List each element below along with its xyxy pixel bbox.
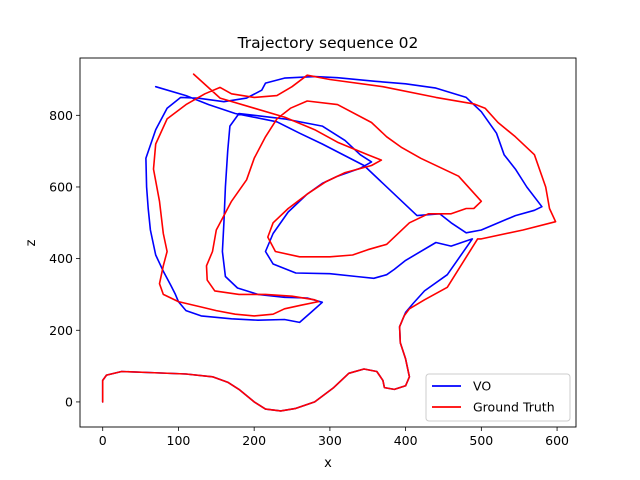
x-tick-label: 400 xyxy=(394,433,418,448)
x-tick-label: 100 xyxy=(167,433,191,448)
series-layer xyxy=(101,73,557,412)
plot-area xyxy=(79,57,577,428)
x-axis-ticks: 0 100 200 300 400 500 600 xyxy=(99,427,569,448)
y-tick-label: 800 xyxy=(49,108,73,123)
y-axis-label: z xyxy=(24,239,39,246)
plot-frame xyxy=(79,57,577,428)
y-axis-ticks: 0 200 400 600 800 xyxy=(49,108,80,409)
legend-label-vo: VO xyxy=(473,379,491,394)
x-axis-label: x xyxy=(324,456,332,471)
legend-box xyxy=(425,373,571,422)
y-tick-label: 200 xyxy=(49,323,73,338)
series-line-ground-truth xyxy=(101,73,557,412)
x-tick-label: 600 xyxy=(545,433,569,448)
chart-title: Trajectory sequence 02 xyxy=(237,34,419,52)
x-tick-label: 0 xyxy=(99,433,107,448)
y-tick-label: 400 xyxy=(49,251,73,266)
y-tick-label: 0 xyxy=(65,394,73,409)
legend-entries: VO Ground Truth xyxy=(432,379,555,415)
x-tick-label: 300 xyxy=(318,433,342,448)
y-tick-label: 600 xyxy=(49,179,73,194)
plot-background xyxy=(80,58,576,427)
x-tick-label: 200 xyxy=(242,433,266,448)
legend: VO Ground Truth xyxy=(425,373,571,422)
x-tick-label: 500 xyxy=(469,433,493,448)
legend-label-ground-truth: Ground Truth xyxy=(473,400,555,415)
